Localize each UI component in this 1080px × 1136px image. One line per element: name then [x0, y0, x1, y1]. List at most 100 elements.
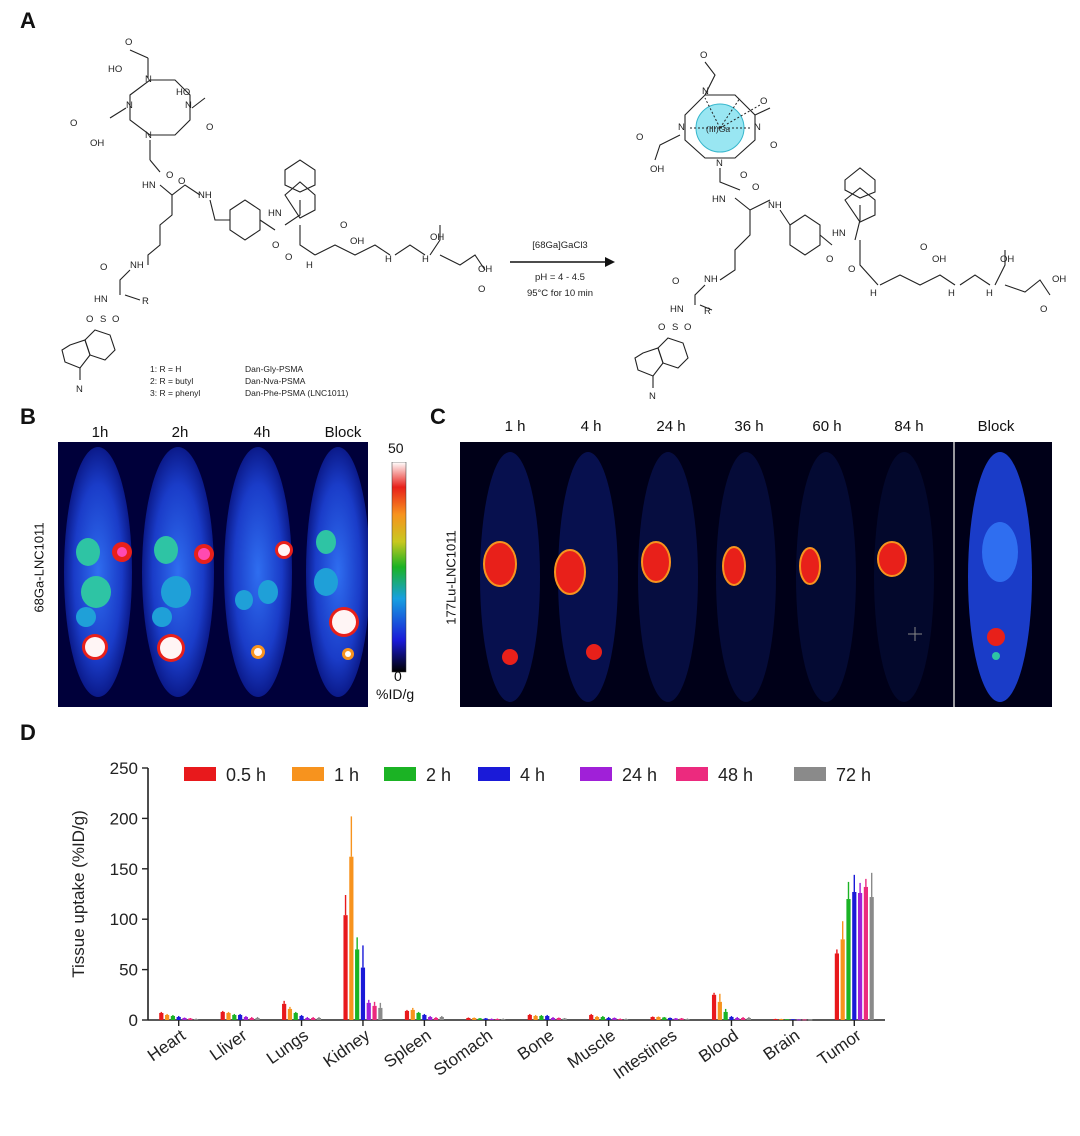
- bar: [869, 897, 874, 1020]
- panel-c: 1 h 4 h 24 h 36 h 60 h 84 h Block 177Lu-…: [430, 400, 1080, 720]
- mouse-c-84h: [874, 452, 934, 702]
- legend-label: 4 h: [520, 765, 545, 785]
- atom-label: R: [142, 296, 149, 307]
- bar: [562, 1018, 567, 1020]
- scale-max: 50: [388, 440, 404, 456]
- bar: [472, 1017, 477, 1020]
- bar: [416, 1012, 421, 1020]
- bar: [808, 1019, 813, 1021]
- atom-label: N: [145, 130, 152, 141]
- mouse-2h: [142, 447, 214, 697]
- bar: [863, 886, 868, 1020]
- atom-label: N: [76, 384, 83, 395]
- mouse-c-1h: [480, 452, 540, 702]
- bar: [489, 1018, 494, 1020]
- atom-label: O: [770, 140, 777, 151]
- bar: [606, 1017, 611, 1020]
- y-tick-label: 50: [119, 961, 138, 980]
- bar: [650, 1016, 655, 1020]
- atom-label: OH: [1052, 274, 1066, 285]
- bar: [723, 1011, 728, 1020]
- panel-label-a: A: [20, 8, 36, 33]
- atom-label: R: [704, 306, 711, 317]
- atom-label: N: [185, 100, 192, 111]
- bar: [717, 1001, 722, 1020]
- bar: [366, 1002, 371, 1020]
- atom-label: S: [100, 314, 106, 325]
- atom-label: O: [70, 118, 77, 129]
- scale-min: 0: [394, 668, 402, 684]
- bar: [293, 1012, 298, 1020]
- bar: [589, 1014, 594, 1020]
- bar: [840, 939, 845, 1020]
- panel-d: 0 50 100 150 200 250 Tissue uptake (%ID/g) Hear…: [0, 740, 1080, 1136]
- scale-unit: %ID/g: [376, 686, 415, 702]
- variant-code: 2: R = butyl: [150, 376, 193, 386]
- atom-label: O: [848, 264, 855, 275]
- atom-label: O: [920, 242, 927, 253]
- mouse-c-60h: [796, 452, 856, 702]
- bar: [282, 1003, 287, 1020]
- legend-swatch: [580, 767, 612, 781]
- biodistribution-chart: 0 50 100 150 200 250 Tissue uptake (%ID/g) Hear…: [69, 759, 885, 1083]
- bar: [784, 1019, 790, 1020]
- timepoint-label: Block: [977, 418, 1015, 435]
- y-axis-label-b: 68Ga-LNC1011: [31, 522, 47, 613]
- atom-label: NH: [704, 274, 718, 285]
- bar: [422, 1014, 427, 1020]
- atom-label: H: [306, 260, 313, 271]
- bar: [159, 1012, 164, 1020]
- legend-swatch: [794, 767, 826, 781]
- atom-label: O: [760, 96, 767, 107]
- dota-macrocycle-left: N N N N HO O HO O O OH O: [70, 37, 213, 181]
- bar: [349, 856, 354, 1020]
- variant-name: Dan-Nva-PSMA: [245, 376, 306, 386]
- bar: [355, 949, 360, 1020]
- reaction-ph: pH = 4 - 4.5: [535, 272, 585, 283]
- panel-label-b: B: [20, 404, 36, 429]
- y-axis-title: Tissue uptake (%ID/g): [69, 810, 88, 978]
- x-tick-label: Bone: [514, 1026, 557, 1064]
- atom-label: HN: [670, 304, 684, 315]
- variant-legend: 1: R = H 2: R = butyl 3: R = phenyl Dan-…: [150, 364, 348, 398]
- bar: [618, 1018, 623, 1020]
- mouse-4h: [224, 447, 293, 697]
- bar: [249, 1017, 254, 1020]
- color-scale-bar: [391, 462, 407, 673]
- y-tick-label: 250: [110, 759, 138, 778]
- atom-label: HO: [176, 87, 190, 98]
- atom-label: N: [754, 122, 761, 133]
- bar: [483, 1018, 488, 1020]
- atom-label: H: [422, 254, 429, 265]
- bar: [594, 1016, 600, 1020]
- bar: [220, 1011, 225, 1020]
- mouse-c-block: [968, 452, 1032, 702]
- reaction-arrow: [68Ga]GaCl3 pH = 4 - 4.5 95°C for 10 min: [510, 240, 615, 299]
- bar: [735, 1017, 740, 1020]
- panel-label-d: D: [20, 720, 36, 745]
- bar: [176, 1016, 181, 1020]
- atom-label: O: [672, 276, 679, 287]
- atom-label: O: [684, 322, 691, 333]
- atom-label: OH: [350, 236, 364, 247]
- variant-code: 1: R = H: [150, 364, 181, 374]
- timepoint-label: 4 h: [580, 418, 602, 435]
- atom-label: NH: [768, 200, 782, 211]
- atom-label: HN: [268, 208, 282, 219]
- atom-label: N: [716, 158, 723, 169]
- bar: [779, 1018, 784, 1020]
- atom-label: OH: [478, 264, 492, 275]
- timepoint-label: Block: [324, 424, 362, 441]
- mouse-block: [306, 447, 368, 697]
- x-tick-label: Lungs: [263, 1026, 312, 1068]
- bar: [533, 1015, 538, 1020]
- atom-label: N: [126, 100, 133, 111]
- bar: [404, 1010, 410, 1020]
- bar: [428, 1016, 433, 1020]
- bar: [539, 1015, 544, 1020]
- bar: [433, 1017, 439, 1020]
- bar: [477, 1018, 483, 1020]
- atom-label: O: [636, 132, 643, 143]
- bar: [194, 1018, 199, 1020]
- bar: [410, 1009, 415, 1020]
